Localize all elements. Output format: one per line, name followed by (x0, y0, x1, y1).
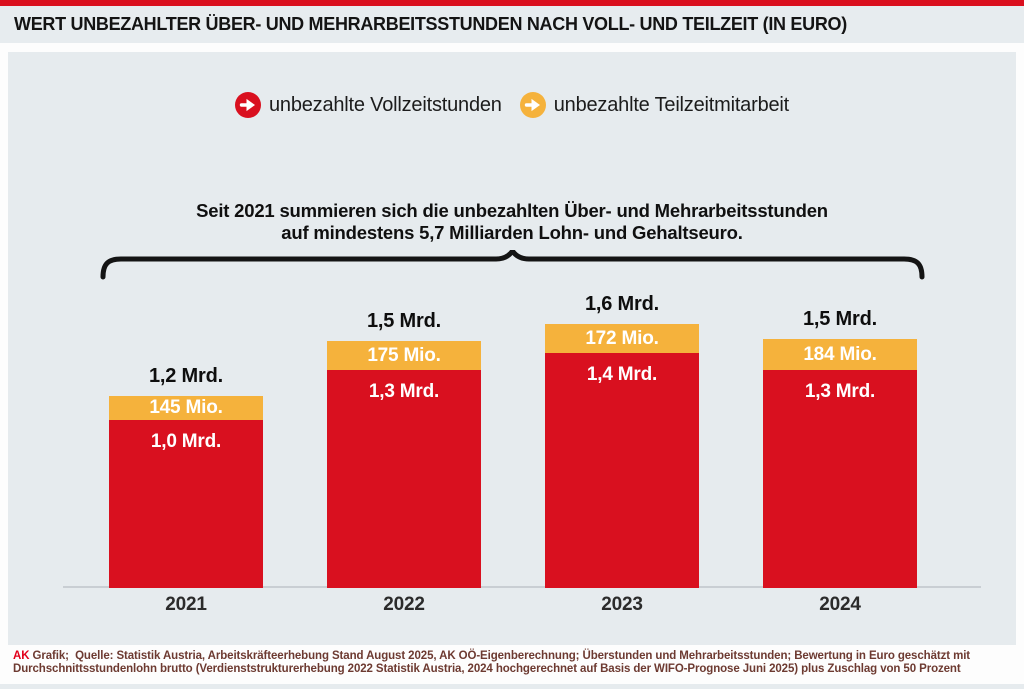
legend-label: unbezahlte Vollzeitstunden (268, 93, 502, 116)
bar-segment-vollzeit: 1,0 Mrd. (109, 420, 263, 588)
bar-group-2024: 1,5 Mrd. 184 Mio. 1,3 Mrd. (763, 308, 917, 588)
bar-segment-value-label: 172 Mio. (585, 327, 659, 349)
bar-total-label: 1,5 Mrd. (803, 308, 877, 330)
x-axis-baseline (63, 586, 981, 588)
bar-segment-vollzeit: 1,3 Mrd. (327, 370, 481, 588)
footer-credit: AK (13, 650, 30, 662)
axis-category-label: 2023 (601, 594, 643, 615)
title-bar: WERT UNBEZAHLTER ÜBER- UND MEHRARBEITSST… (0, 6, 1024, 43)
annotation-text: Seit 2021 summieren sich die unbezahlten… (0, 200, 1024, 244)
bar-total-label: 1,5 Mrd. (367, 310, 441, 332)
axis-category-label: 2022 (383, 594, 425, 615)
arrow-right-circle-icon (519, 92, 546, 118)
legend-item-vollzeit: unbezahlte Vollzeitstunden (234, 92, 502, 118)
bar-group-2023: 1,6 Mrd. 172 Mio. 1,4 Mrd. (545, 293, 699, 588)
bar-segment-value-label: 1,0 Mrd. (150, 431, 222, 452)
bar-total-label: 1,6 Mrd. (585, 293, 659, 315)
bar-segment-teilzeit: 175 Mio. (327, 341, 481, 370)
bar-segment-vollzeit: 1,4 Mrd. (545, 353, 699, 588)
bar-segment-teilzeit: 172 Mio. (545, 324, 699, 353)
chart-legend: unbezahlte Vollzeitstunden unbezahlte Te… (0, 92, 1024, 118)
footer-note: AK Grafik; Quelle: Statistik Austria, Ar… (13, 650, 1013, 676)
axis-category-label: 2021 (165, 594, 207, 615)
bar-segment-value-label: 1,3 Mrd. (804, 381, 876, 402)
bar-segment-value-label: 1,3 Mrd. (368, 381, 440, 402)
bar-segment-vollzeit: 1,3 Mrd. (763, 370, 917, 588)
bottom-strip (0, 684, 1024, 689)
page-title: WERT UNBEZAHLTER ÜBER- UND MEHRARBEITSST… (14, 14, 847, 34)
bar-segment-teilzeit: 184 Mio. (763, 339, 917, 370)
annotation-line-1: Seit 2021 summieren sich die unbezahlten… (196, 200, 828, 221)
bar-segment-value-label: 1,4 Mrd. (586, 364, 658, 385)
bar-segment-value-label: 175 Mio. (367, 344, 441, 366)
annotation-line-2: auf mindestens 5,7 Milliarden Lohn- und … (281, 222, 743, 243)
legend-label: unbezahlte Teilzeitmitarbeit (553, 93, 790, 116)
footer-source-text: Grafik; Quelle: Statistik Austria, Arbei… (13, 650, 971, 675)
bar-segment-teilzeit: 145 Mio. (109, 396, 263, 420)
arrow-right-circle-icon (234, 92, 261, 118)
axis-category-label: 2024 (819, 594, 861, 615)
bar-segment-value-label: 145 Mio. (149, 397, 223, 418)
bar-total-label: 1,2 Mrd. (149, 365, 223, 387)
bar-group-2021: 1,2 Mrd. 145 Mio. 1,0 Mrd. (109, 365, 263, 588)
top-accent-bar (0, 0, 1024, 6)
brace-bracket (100, 250, 925, 280)
legend-item-teilzeit: unbezahlte Teilzeitmitarbeit (519, 92, 790, 118)
bar-segment-value-label: 184 Mio. (803, 343, 877, 365)
bar-group-2022: 1,5 Mrd. 175 Mio. 1,3 Mrd. (327, 310, 481, 588)
